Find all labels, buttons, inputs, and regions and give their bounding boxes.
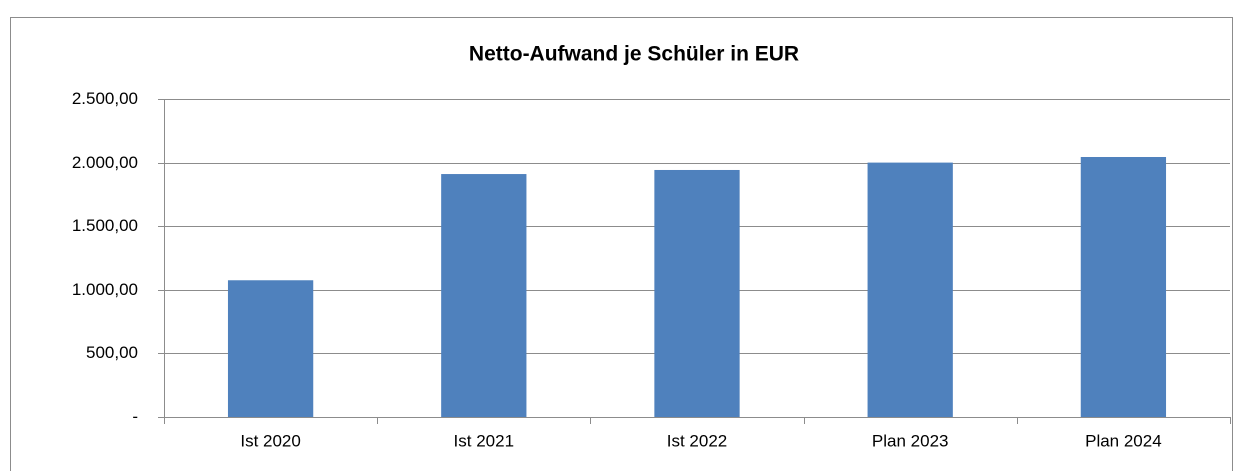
x-tick-label: Plan 2023 [872,431,949,450]
y-tick-label: 500,00 [86,343,138,362]
x-tick-label: Ist 2021 [454,431,515,450]
y-tick-label: 2.000,00 [72,153,138,172]
chart-title: Netto-Aufwand je Schüler in EUR [469,43,799,66]
bar [1080,157,1167,417]
y-tick-label: 2.500,00 [72,89,138,108]
y-tick-label: - [132,407,138,426]
y-tick-label: 1.000,00 [72,280,138,299]
bar [654,169,740,417]
x-tick-label: Ist 2022 [667,431,728,450]
chart-border [10,17,1233,471]
x-tick-label: Plan 2024 [1085,431,1162,450]
y-tick-label: 1.500,00 [72,216,138,235]
bar [867,162,953,417]
x-tick-label: Ist 2020 [240,431,301,450]
bar [441,174,527,417]
bar [227,280,314,417]
